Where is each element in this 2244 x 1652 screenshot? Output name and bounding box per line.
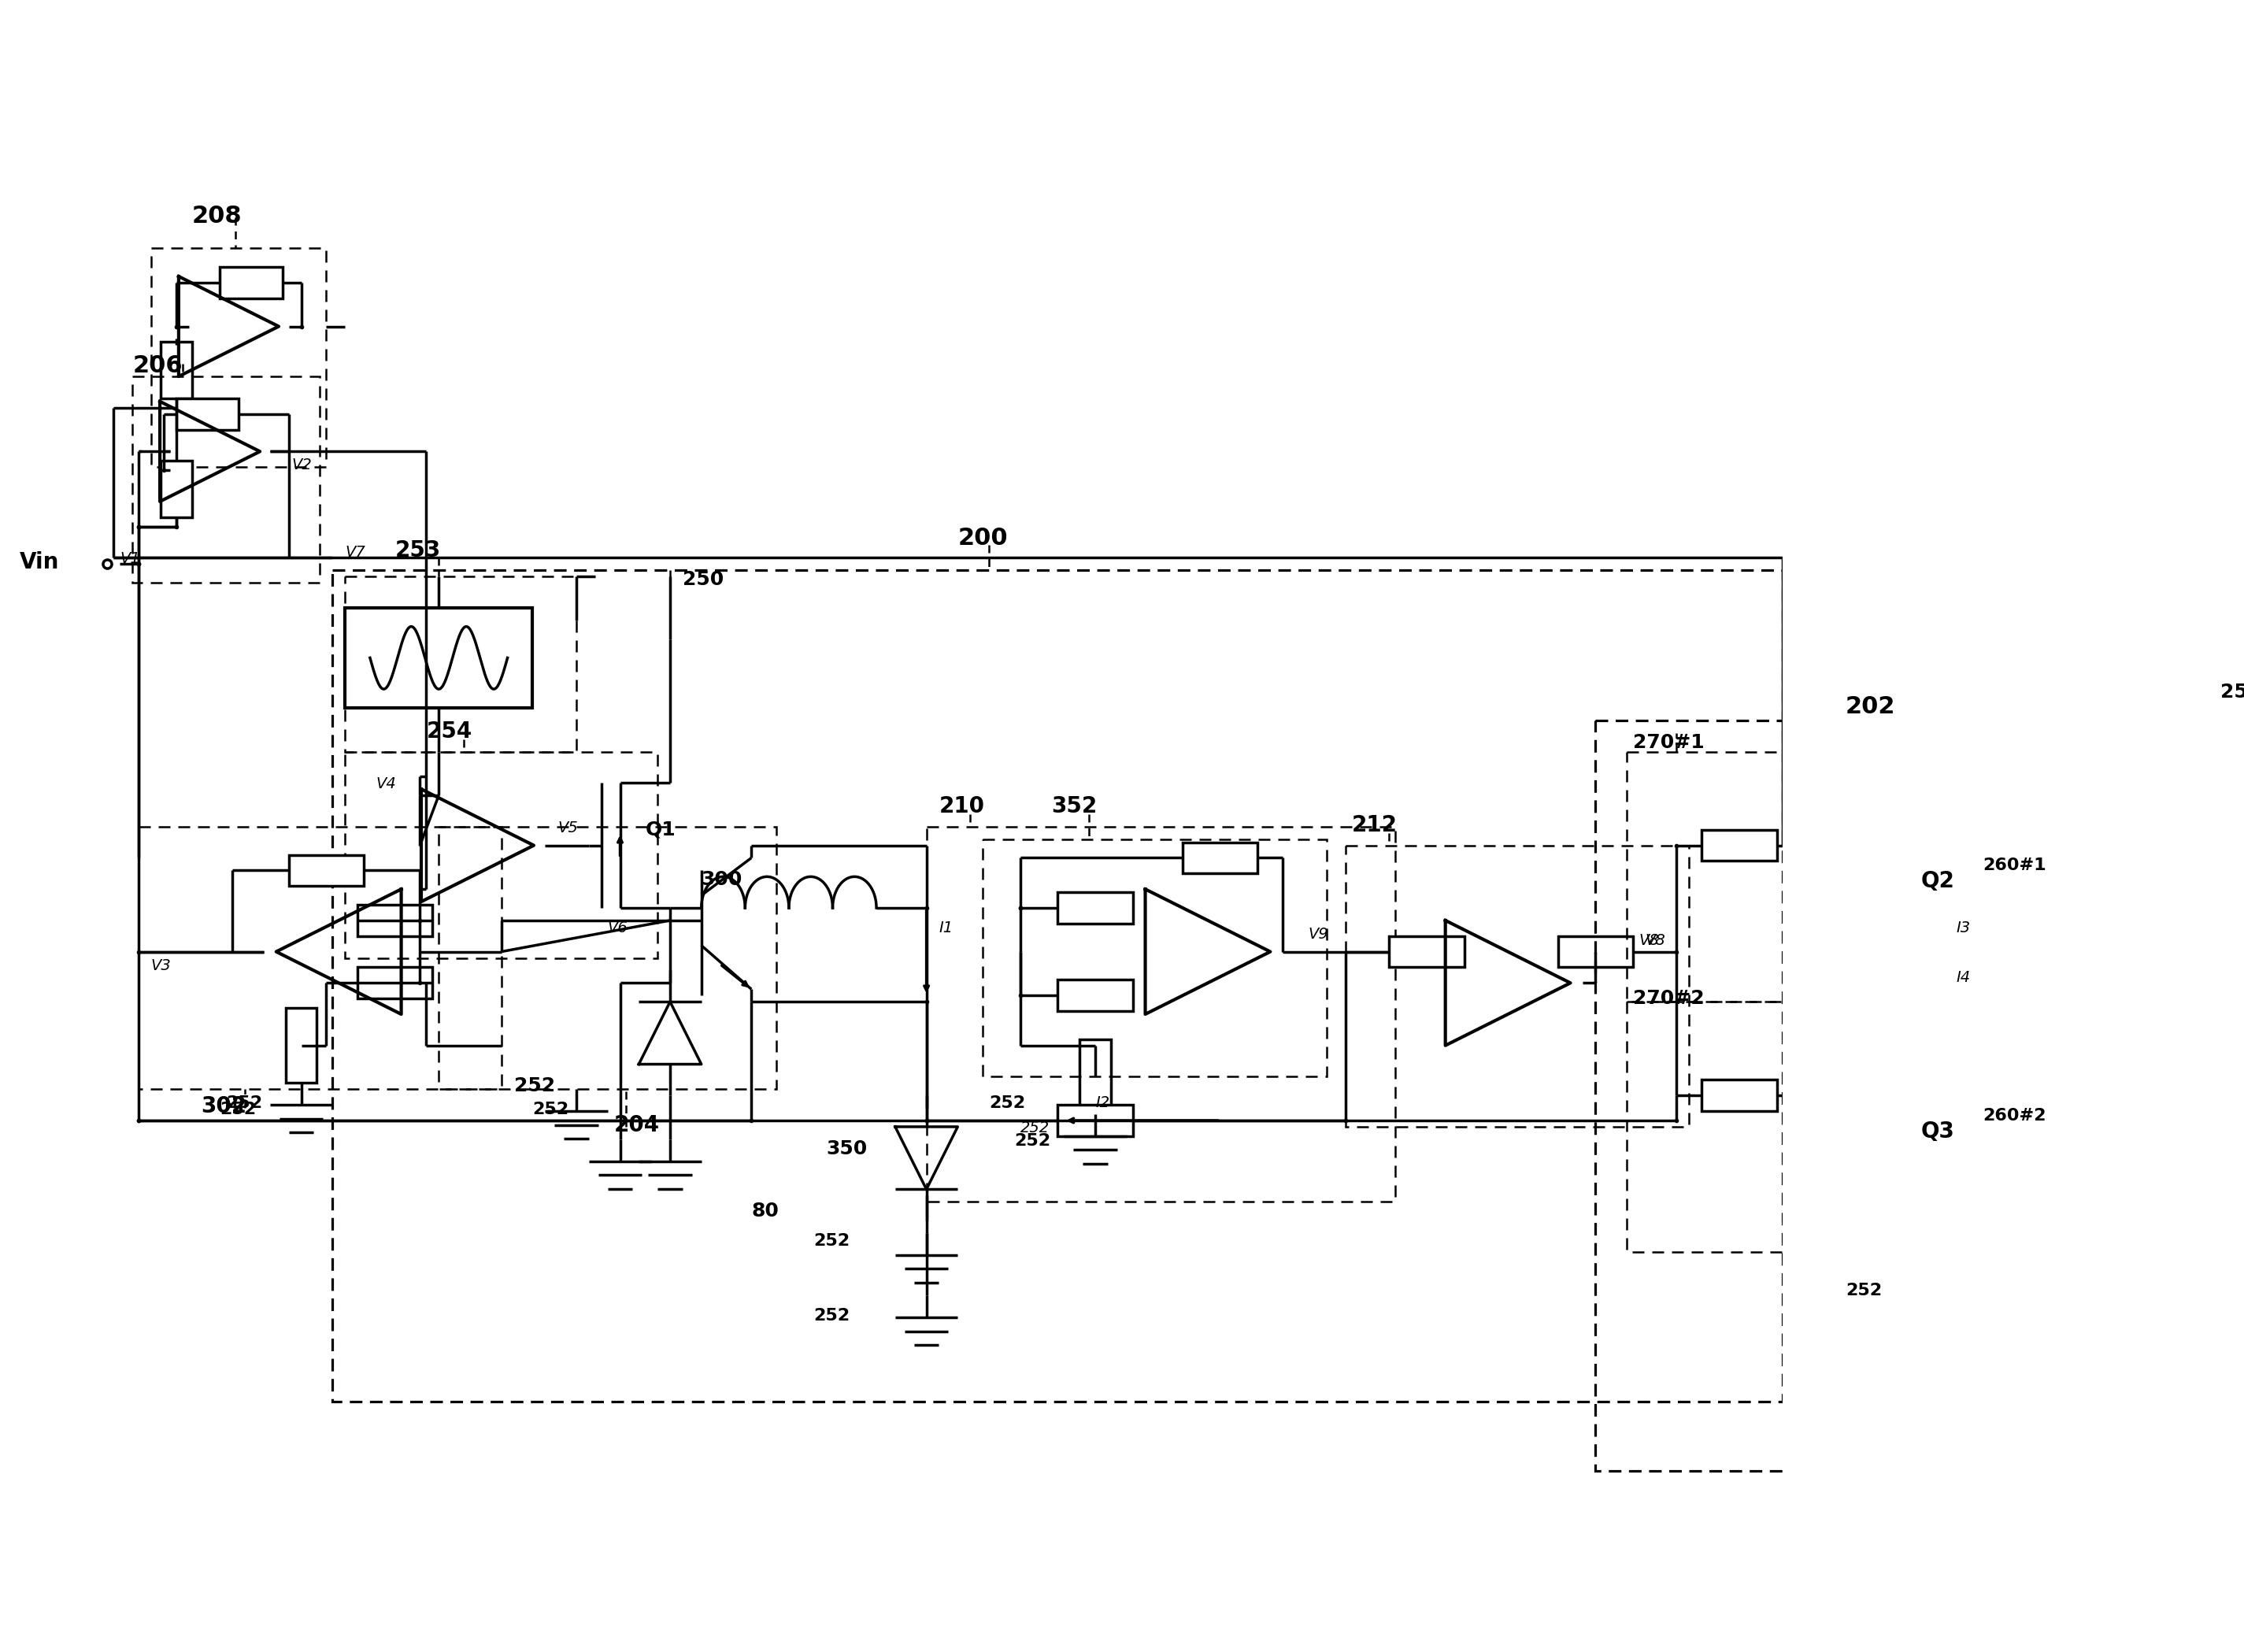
Bar <box>1057 892 1133 923</box>
Bar <box>1183 843 1259 874</box>
Text: 253: 253 <box>395 539 440 562</box>
Bar <box>346 577 577 752</box>
Text: Q1: Q1 <box>644 821 675 839</box>
Text: I3: I3 <box>1957 920 1970 935</box>
Bar <box>346 752 657 958</box>
Text: 252: 252 <box>1845 1284 1883 1298</box>
Text: 252: 252 <box>815 1308 850 1323</box>
Bar <box>1389 937 1463 968</box>
Text: 204: 204 <box>615 1113 660 1137</box>
Text: V3: V3 <box>150 958 171 973</box>
Text: V8: V8 <box>1645 933 1665 948</box>
Text: 352: 352 <box>1052 795 1097 818</box>
Text: 300: 300 <box>702 871 743 889</box>
Text: 270#2: 270#2 <box>1634 990 1703 1008</box>
Text: 254: 254 <box>426 720 471 742</box>
Text: Q2: Q2 <box>1921 871 1955 892</box>
Text: 80: 80 <box>752 1201 779 1221</box>
Text: I4: I4 <box>1957 970 1970 985</box>
Bar <box>162 461 191 517</box>
Text: 252: 252 <box>990 1095 1026 1112</box>
Text: 252: 252 <box>227 1095 263 1112</box>
Bar <box>132 377 321 583</box>
Text: I2: I2 <box>1095 1095 1109 1110</box>
Bar <box>220 268 283 299</box>
Bar <box>1595 720 2244 1470</box>
Text: 208: 208 <box>191 205 242 228</box>
Bar <box>1346 846 1690 1127</box>
Bar <box>1057 980 1133 1011</box>
Bar <box>1079 1039 1111 1113</box>
Bar <box>289 854 364 885</box>
Text: 260#2: 260#2 <box>1984 1108 2047 1123</box>
Text: 252: 252 <box>1014 1133 1050 1148</box>
Text: 252: 252 <box>514 1077 554 1095</box>
Text: 252: 252 <box>532 1102 568 1117</box>
Text: 250: 250 <box>2222 682 2244 702</box>
Text: 250: 250 <box>682 570 725 590</box>
Text: 206: 206 <box>132 355 182 377</box>
Bar <box>1701 1080 1777 1112</box>
Text: Q3: Q3 <box>1921 1120 1955 1143</box>
Bar <box>1557 937 1634 968</box>
Bar <box>1627 752 1865 1001</box>
Text: 350: 350 <box>826 1140 868 1158</box>
Text: 202: 202 <box>1845 695 1896 719</box>
Text: 210: 210 <box>938 795 985 818</box>
Text: I1: I1 <box>938 920 954 935</box>
Text: 252: 252 <box>815 1232 850 1249</box>
Bar <box>1627 1001 1865 1252</box>
Bar <box>1701 829 1777 861</box>
Bar <box>1057 1105 1133 1137</box>
Text: 260#1: 260#1 <box>1984 857 2047 874</box>
Bar <box>357 968 433 998</box>
Text: V5: V5 <box>557 821 577 836</box>
Bar <box>162 342 191 398</box>
Text: 252: 252 <box>1021 1120 1050 1135</box>
Bar <box>440 826 776 1089</box>
Bar <box>357 905 433 937</box>
Text: V4: V4 <box>377 776 397 791</box>
Text: V1: V1 <box>119 552 139 567</box>
Text: V7: V7 <box>346 545 366 560</box>
Text: 212: 212 <box>1351 814 1398 836</box>
Text: V8: V8 <box>1638 933 1661 948</box>
Text: Vin: Vin <box>20 552 61 573</box>
Text: V6: V6 <box>608 920 628 935</box>
Bar <box>177 398 238 430</box>
Bar <box>927 826 1396 1201</box>
Bar <box>139 826 500 1089</box>
Bar <box>983 839 1326 1077</box>
Text: 200: 200 <box>958 527 1008 550</box>
Text: V9: V9 <box>1308 927 1328 942</box>
Text: 270#1: 270#1 <box>1634 733 1705 752</box>
Bar <box>346 608 532 707</box>
Text: V2: V2 <box>292 458 312 472</box>
Text: 252: 252 <box>220 1102 256 1117</box>
Text: 302: 302 <box>202 1095 247 1117</box>
Bar <box>150 248 325 468</box>
Bar <box>285 1008 316 1084</box>
Bar <box>332 570 1784 1403</box>
